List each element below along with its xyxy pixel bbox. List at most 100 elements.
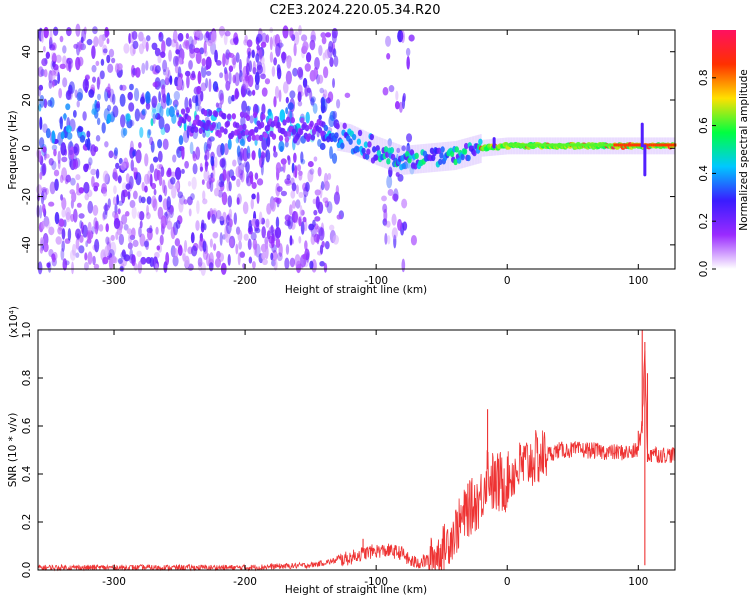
spectrogram-noise-blob: [68, 149, 74, 156]
spectrogram-noise-blob: [310, 233, 316, 246]
spectrogram-noise-blob: [101, 182, 107, 194]
spectrogram-noise-blob: [177, 32, 184, 42]
spectrogram-ridge-point: [454, 146, 459, 153]
spectrogram-noise-blob: [219, 27, 224, 38]
spectrogram-noise-blob: [208, 78, 212, 93]
spectrogram-noise-blob: [384, 232, 388, 245]
spectrogram-noise-blob: [382, 87, 389, 96]
spectrogram-noise-blob: [81, 28, 87, 42]
spectrogram-noise-blob: [309, 260, 314, 270]
spectrogram-noise-blob: [106, 237, 112, 251]
spectrogram-noise-blob: [265, 34, 270, 44]
spectrogram-noise-blob: [310, 30, 316, 42]
spectrogram-ridge-point: [449, 150, 455, 158]
spectrogram-noise-blob: [329, 224, 335, 231]
spectrogram-noise-blob: [158, 116, 165, 130]
spectrogram-noise-blob: [312, 219, 316, 228]
spectrogram-noise-blob: [256, 178, 264, 186]
spectrogram-noise-blob: [279, 109, 286, 123]
spectrogram-noise-blob: [149, 225, 153, 234]
spectrogram-noise-blob: [168, 107, 175, 116]
spectrogram-noise-blob: [236, 145, 241, 158]
spectrogram-ridge-point: [217, 131, 222, 138]
spectrogram-noise-blob: [275, 162, 282, 174]
spectrogram-noise-blob: [314, 57, 320, 70]
spectrogram-noise-blob: [165, 37, 172, 47]
spectrogram-noise-blob: [144, 185, 148, 193]
spectrogram-noise-blob: [76, 92, 83, 102]
spectrogram-noise-blob: [402, 92, 406, 102]
spectrogram-ridge-point: [222, 113, 227, 120]
spectrogram-ridge-point: [464, 142, 469, 150]
spectrogram-ridge-point: [405, 151, 410, 158]
spectrogram-noise-blob: [304, 219, 308, 232]
spectrogram-noise-blob: [110, 234, 115, 242]
spectrogram-noise-blob: [41, 188, 48, 201]
snr-y-tick-label: 0.2: [21, 514, 33, 531]
spectrogram-noise-blob: [154, 81, 158, 90]
spectrogram-noise-blob: [305, 111, 310, 124]
spectrogram-noise-blob: [170, 171, 177, 177]
spectrogram-noise-blob: [191, 95, 198, 104]
spectrogram-noise-blob: [177, 76, 183, 90]
spectrogram-noise-blob: [53, 64, 59, 71]
spectrogram-band-halo: [454, 141, 457, 171]
spectrogram-noise-blob: [323, 262, 328, 273]
spectrogram-noise-blob: [212, 231, 219, 239]
spectrogram-ridge-point: [241, 130, 246, 137]
spectrogram-ridge-core: [520, 143, 523, 147]
spectrogram-noise-blob: [228, 65, 234, 72]
spectrogram-noise-blob: [144, 153, 149, 167]
spectrogram-ridge-core: [595, 143, 598, 147]
spectrogram-noise-blob: [225, 49, 231, 60]
spectrogram-noise-blob: [216, 144, 223, 158]
spectrogram-noise-blob: [211, 213, 216, 224]
spectrogram-noise-blob: [95, 60, 100, 67]
spectrogram-noise-blob: [122, 127, 128, 137]
spectrogram-ridge-core: [566, 143, 569, 147]
spectrogram-ridge-core: [574, 143, 577, 147]
spectrogram-noise-blob: [256, 191, 260, 205]
spectrogram-noise-blob: [271, 238, 275, 249]
spectrogram-noise-blob: [106, 54, 111, 64]
spectrogram-noise-blob: [401, 145, 406, 152]
spectrogram-noise-blob: [221, 157, 227, 171]
spectrogram-ridge-core: [560, 143, 563, 147]
spectrogram-noise-blob: [398, 101, 403, 113]
spectrogram-noise-blob: [245, 161, 250, 173]
spectrogram-ridge-core: [656, 143, 659, 147]
spectrogram-noise-blob: [189, 103, 193, 110]
spectrogram-noise-blob: [161, 40, 166, 54]
spectrogram-noise-blob: [252, 60, 256, 75]
spectrogram-noise-blob: [95, 134, 101, 142]
spectrogram-noise-blob: [116, 194, 120, 205]
spectrogram-noise-blob: [190, 232, 195, 244]
spectrogram-noise-blob: [154, 65, 161, 74]
spectrogram-noise-blob: [266, 133, 271, 148]
spectrogram-noise-blob: [72, 158, 79, 170]
spectrogram-noise-blob: [98, 224, 104, 232]
spectrogram-noise-blob: [86, 229, 91, 241]
spectrogram-ridge-core: [576, 143, 579, 147]
spectrogram-noise-blob: [139, 126, 144, 138]
colorbar-label: Normalized spectral amplitude: [738, 69, 750, 230]
spectrogram-ridge-core: [615, 143, 618, 147]
spectrogram-noise-blob: [43, 26, 49, 39]
spectrogram-noise-blob: [231, 175, 236, 181]
spectrogram-x-tick-label: -200: [233, 275, 257, 287]
spectrogram-noise-blob: [193, 29, 200, 37]
spectrogram-ridge-core: [552, 143, 555, 147]
spectrogram-ridge-point: [348, 138, 353, 145]
spectrogram-noise-blob: [395, 171, 400, 177]
spectrogram-noise-blob: [168, 49, 172, 62]
spectrogram-ridge-core: [603, 143, 606, 147]
spectrogram-noise-blob: [282, 81, 289, 94]
spectrogram-noise-blob: [42, 232, 49, 246]
spectrogram-noise-blob: [75, 252, 80, 258]
spectrogram-ridge-core: [601, 143, 604, 147]
spectrogram-noise-blob: [264, 239, 269, 250]
spectrogram-ridge-point: [355, 146, 360, 153]
spectrogram-noise-blob: [95, 168, 100, 179]
spectrogram-noise-blob: [104, 202, 108, 216]
